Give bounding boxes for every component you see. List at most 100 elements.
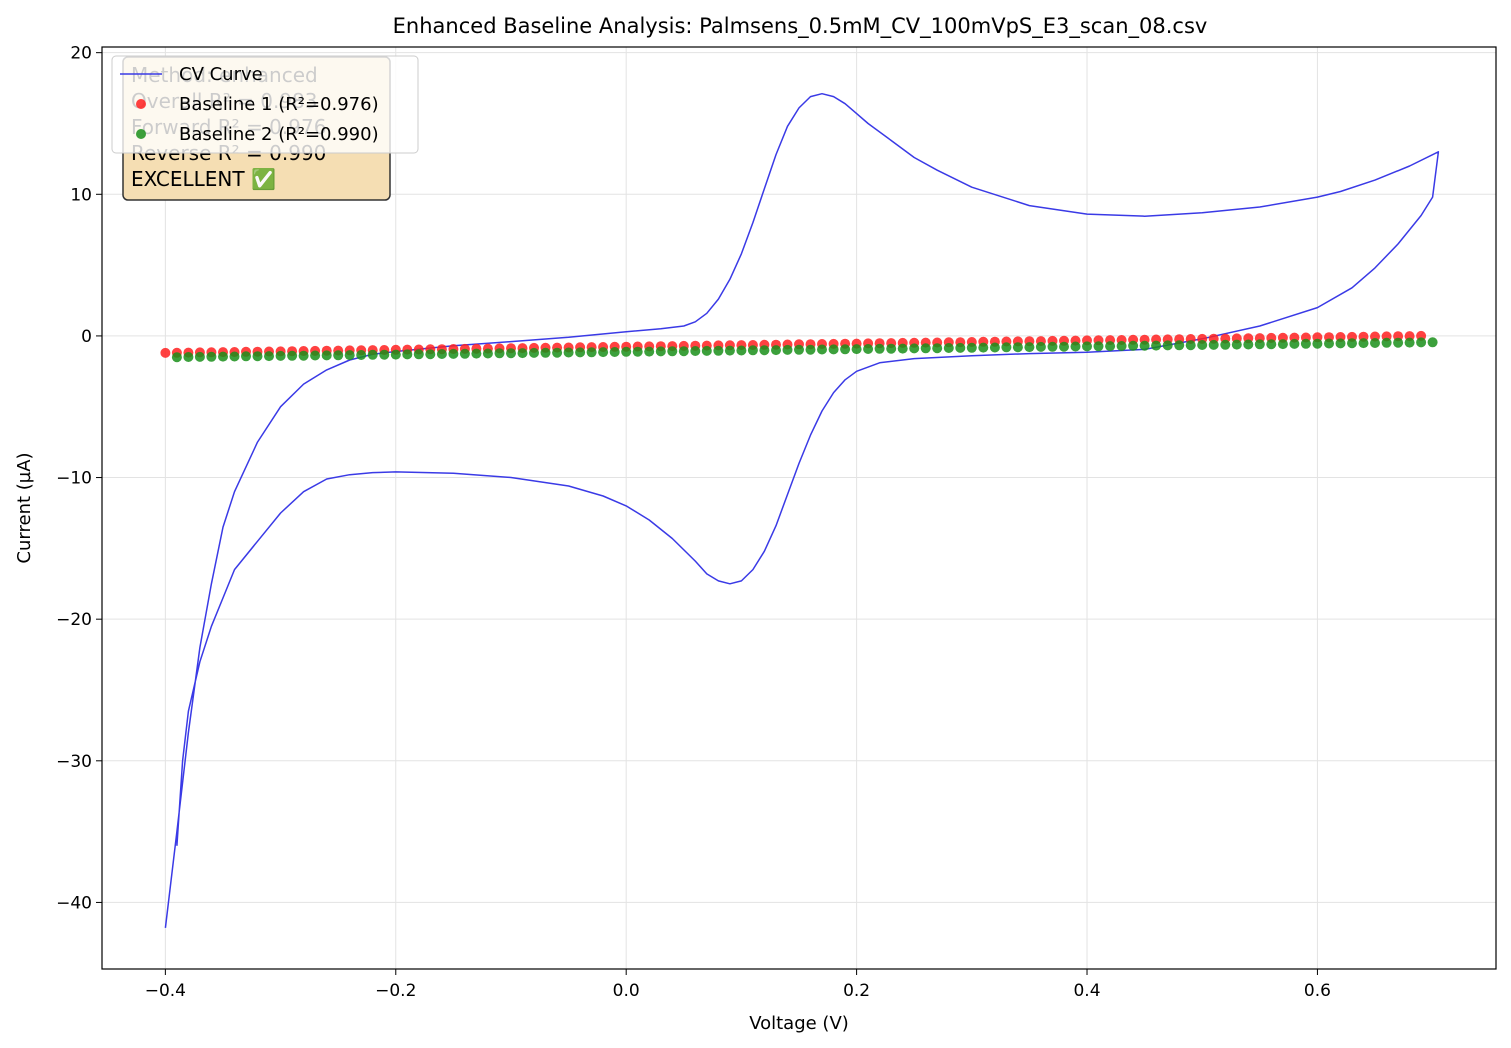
baseline-point <box>1208 339 1219 350</box>
baseline-point <box>1001 342 1012 353</box>
baseline-point <box>1370 338 1380 348</box>
baseline-point <box>241 351 251 362</box>
baseline-point <box>506 348 516 359</box>
baseline-point <box>1151 340 1162 351</box>
baseline-point <box>1266 339 1277 350</box>
x-axis-label: Voltage (V) <box>749 1013 849 1034</box>
baseline-point <box>1231 339 1242 350</box>
baseline-point <box>598 347 609 358</box>
baseline-point <box>287 350 298 361</box>
baseline-point <box>206 351 217 362</box>
baseline-point <box>1393 337 1404 348</box>
x-tick-label: 0.0 <box>613 981 640 1001</box>
baseline-point <box>171 352 182 363</box>
baseline-point <box>886 343 897 354</box>
y-tick-label: 10 <box>70 185 92 205</box>
x-tick-label: 0.6 <box>1304 981 1331 1001</box>
x-axis: −0.4 −0.2 0.0 0.2 0.4 0.6 <box>145 969 1331 1001</box>
baseline-point <box>1035 341 1046 352</box>
baseline-point <box>413 349 424 360</box>
baseline-point <box>252 351 263 362</box>
baseline-point <box>552 347 563 358</box>
baseline-point <box>1300 338 1311 349</box>
baseline-point <box>1012 342 1023 353</box>
baseline-point <box>920 343 931 354</box>
baseline-point <box>575 347 586 358</box>
baseline-point <box>1197 340 1208 350</box>
baseline-point <box>989 342 1000 353</box>
baseline-point <box>609 347 620 357</box>
baseline-point <box>655 346 666 357</box>
baseline-point <box>1139 340 1150 351</box>
legend-label: Baseline 2 (R²=0.990) <box>179 124 379 145</box>
baseline-point <box>736 345 747 356</box>
baseline-point <box>966 342 977 353</box>
baseline-point <box>333 350 344 361</box>
baseline-point <box>1116 341 1127 351</box>
y-tick-label: −20 <box>56 610 92 630</box>
baseline-point <box>978 342 989 353</box>
baseline-point <box>863 344 874 354</box>
baseline-point <box>828 344 839 355</box>
baseline-point <box>1347 338 1357 349</box>
baseline-point <box>356 350 367 360</box>
baseline-point <box>459 348 470 359</box>
baseline-point <box>529 347 539 358</box>
baseline-point <box>517 348 528 359</box>
baseline-point <box>1277 339 1288 350</box>
baseline-point <box>448 348 459 359</box>
y-tick-label: −10 <box>56 469 92 489</box>
y-tick-label: −30 <box>56 752 92 772</box>
y-tick-label: −40 <box>56 893 92 913</box>
baseline-point <box>1082 341 1092 352</box>
baseline-point <box>586 347 597 358</box>
baseline-point <box>402 349 413 360</box>
baseline-point <box>310 350 321 361</box>
y-tick-label: 0 <box>81 327 92 347</box>
baseline-point <box>183 352 194 362</box>
x-tick-label: 0.2 <box>843 981 870 1001</box>
baseline-point <box>218 351 228 362</box>
baseline-point <box>1324 338 1334 349</box>
baseline-point <box>644 346 655 357</box>
baseline-point <box>932 343 943 354</box>
baseline-point <box>909 343 920 354</box>
baseline-point <box>264 351 274 362</box>
baseline-point <box>1358 338 1369 349</box>
baseline-point <box>805 344 816 355</box>
baseline-point <box>621 346 632 357</box>
baseline-point <box>1174 340 1185 351</box>
baseline-point <box>632 346 643 357</box>
baseline-point <box>1093 341 1104 352</box>
x-tick-label: −0.4 <box>145 981 186 1001</box>
baseline-point <box>275 350 286 361</box>
baseline-point <box>1024 342 1035 353</box>
baseline-point <box>471 348 482 359</box>
baseline-point <box>344 350 355 361</box>
baseline-point <box>1128 340 1139 351</box>
baseline-point <box>540 347 551 358</box>
baseline-point <box>690 346 701 356</box>
baseline-point <box>747 345 758 356</box>
baseline-point <box>425 349 436 360</box>
plot-area-frame <box>101 46 1497 970</box>
baseline-point <box>874 343 885 354</box>
data-layer <box>160 92 1440 928</box>
baseline-point <box>160 347 171 358</box>
baseline-point <box>678 346 689 357</box>
baseline-point <box>724 345 735 356</box>
cv-curve-line <box>164 92 1440 928</box>
baseline-point <box>436 349 447 359</box>
baseline-point <box>1105 341 1116 352</box>
baseline-point <box>667 346 678 357</box>
baseline-point <box>1289 338 1300 349</box>
baseline-point <box>1243 339 1254 350</box>
legend-label: CV Curve <box>179 64 263 85</box>
legend-swatch-marker <box>136 99 146 109</box>
baseline-point <box>851 344 862 355</box>
baseline-point <box>563 347 574 358</box>
baseline-point <box>701 345 712 356</box>
y-axis: −40 −30 −20 −10 0 10 20 <box>56 44 102 913</box>
x-tick-label: −0.2 <box>375 981 416 1001</box>
